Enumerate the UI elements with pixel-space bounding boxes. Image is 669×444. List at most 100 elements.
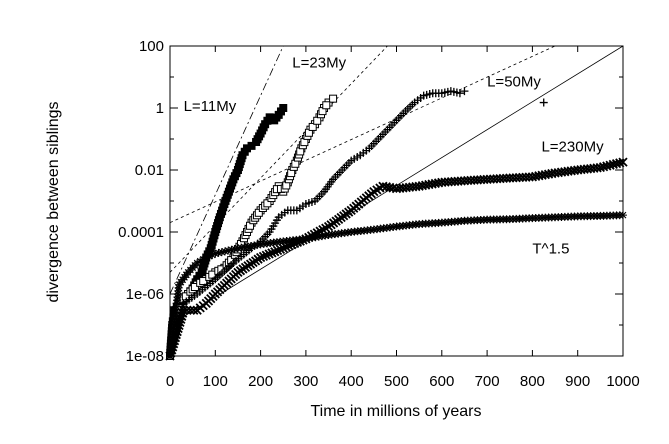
trail-marker bbox=[381, 128, 390, 137]
trail-marker bbox=[385, 182, 395, 193]
trail-marker bbox=[185, 305, 196, 315]
trail-marker bbox=[237, 154, 246, 163]
trail-marker bbox=[240, 243, 249, 252]
x-tick-label: 700 bbox=[475, 373, 500, 390]
trail-marker bbox=[411, 220, 420, 229]
trail-marker bbox=[195, 271, 204, 280]
trail-marker bbox=[430, 178, 440, 189]
trail-marker bbox=[190, 291, 199, 300]
trail-marker bbox=[264, 249, 274, 259]
trail-marker bbox=[381, 182, 391, 192]
trail-marker bbox=[598, 162, 609, 172]
trail-marker bbox=[593, 211, 602, 220]
x-tick-label: 300 bbox=[293, 373, 318, 390]
trail-marker bbox=[243, 242, 252, 251]
annotation-label: T^1.5 bbox=[532, 241, 569, 258]
trail-marker bbox=[263, 199, 272, 208]
y-tick-label: 1e-06 bbox=[126, 286, 164, 303]
trail-marker bbox=[322, 101, 331, 110]
trail-marker bbox=[263, 116, 272, 125]
plot-border bbox=[169, 45, 624, 357]
series-l-23my bbox=[166, 94, 338, 360]
data-point bbox=[278, 243, 288, 253]
x-tick-label: 500 bbox=[384, 373, 409, 390]
data-point bbox=[539, 98, 548, 107]
data-point bbox=[460, 87, 469, 96]
annotation-label: L=50My bbox=[487, 73, 541, 90]
trail-marker bbox=[208, 250, 217, 259]
trail-marker bbox=[199, 277, 208, 286]
trail-marker bbox=[240, 147, 249, 156]
y-tick-label: 0.01 bbox=[135, 162, 164, 179]
trail-marker bbox=[276, 237, 285, 246]
trail-marker bbox=[314, 232, 323, 241]
trail-marker bbox=[272, 245, 283, 256]
y-axis-label: divergence between siblings bbox=[45, 101, 62, 302]
trail-marker bbox=[479, 215, 488, 224]
trail-marker bbox=[366, 189, 376, 199]
trail-marker bbox=[205, 247, 214, 256]
trail-marker bbox=[502, 215, 511, 224]
reference-line-1 bbox=[170, 46, 284, 295]
trail-marker bbox=[605, 160, 615, 170]
x-tick-label: 800 bbox=[520, 373, 545, 390]
trail-marker bbox=[190, 283, 199, 292]
trail-marker bbox=[327, 177, 336, 186]
trail-marker bbox=[259, 123, 268, 132]
trail-marker bbox=[298, 202, 307, 211]
trail-marker bbox=[425, 90, 434, 99]
trail-marker bbox=[263, 230, 272, 239]
trail-marker bbox=[362, 146, 371, 155]
trail-marker bbox=[250, 241, 259, 250]
trail-marker bbox=[343, 228, 352, 237]
trail-marker bbox=[321, 223, 331, 233]
x-tick-label: 200 bbox=[248, 373, 273, 390]
trail-marker bbox=[353, 153, 362, 162]
trail-marker bbox=[307, 198, 316, 207]
trail-marker bbox=[305, 234, 314, 243]
trail-marker bbox=[308, 233, 317, 242]
annotation-layer: L=11My L=23My L=50My L=230My T^1.5 bbox=[184, 55, 604, 258]
trail-marker bbox=[570, 212, 579, 221]
trail-marker bbox=[452, 88, 461, 97]
reference-line-3 bbox=[170, 46, 556, 224]
trail-marker bbox=[457, 217, 466, 226]
trail-marker bbox=[201, 256, 210, 265]
trail-marker bbox=[232, 169, 241, 178]
trail-marker bbox=[525, 214, 534, 223]
trail-marker bbox=[289, 206, 298, 215]
trail-marker bbox=[344, 159, 353, 168]
trail-marker bbox=[547, 213, 556, 222]
trail-marker bbox=[408, 100, 417, 109]
x-tick-label: 1000 bbox=[606, 373, 639, 390]
y-tick-label: 1e-08 bbox=[126, 348, 164, 365]
trail-marker bbox=[214, 248, 223, 257]
trail-marker bbox=[254, 208, 263, 217]
trail-marker bbox=[223, 190, 232, 199]
trail-marker bbox=[190, 261, 199, 270]
trail-marker bbox=[255, 132, 264, 141]
trail-marker bbox=[228, 178, 237, 187]
data-point bbox=[329, 94, 338, 103]
x-tick-label: 400 bbox=[339, 373, 364, 390]
trail-marker bbox=[208, 277, 217, 286]
trail-marker bbox=[217, 248, 226, 257]
data-point bbox=[247, 141, 256, 150]
series-layer bbox=[165, 87, 628, 361]
trail-marker bbox=[261, 250, 271, 260]
annotation-label: L=11My bbox=[184, 98, 237, 115]
trail-marker bbox=[210, 231, 219, 240]
trail-marker bbox=[280, 208, 289, 217]
trail-marker bbox=[253, 240, 262, 249]
trail-marker bbox=[221, 247, 230, 256]
trail-marker bbox=[311, 233, 320, 242]
trail-marker bbox=[205, 252, 214, 261]
annotation-label: L=23My bbox=[292, 55, 346, 72]
trail-marker bbox=[318, 232, 327, 241]
tick-layer: 0 100 200 300 400 500 600 700 800 900 1000 1e-08 1e-… bbox=[118, 38, 640, 390]
annotation-label: L=230My bbox=[541, 138, 604, 155]
trail-marker bbox=[498, 173, 508, 184]
trail-marker bbox=[589, 163, 599, 173]
trail-marker bbox=[313, 116, 322, 125]
series-t-1-5 bbox=[166, 211, 627, 360]
